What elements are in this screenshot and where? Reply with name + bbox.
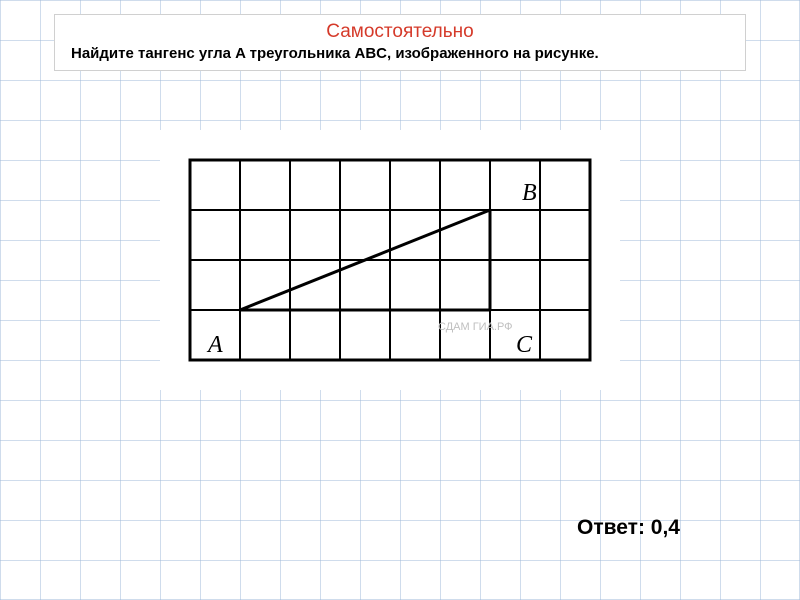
label-A: A: [206, 332, 223, 358]
answer-label: Ответ:: [577, 516, 651, 539]
label-C: C: [516, 332, 533, 358]
answer-value: 0,4: [651, 516, 680, 539]
heading: Самостоятельно: [67, 21, 733, 43]
label-B: B: [522, 180, 537, 206]
title-box: Самостоятельно Найдите тангенс угла A тр…: [54, 14, 746, 71]
watermark-text: СДАМ ГИА.РФ: [438, 321, 513, 333]
answer: Ответ: 0,4: [577, 516, 680, 540]
triangle-figure: СДАМ ГИА.РФ A B C: [160, 130, 620, 390]
subheading: Найдите тангенс угла A треугольника ABC,…: [67, 45, 733, 62]
